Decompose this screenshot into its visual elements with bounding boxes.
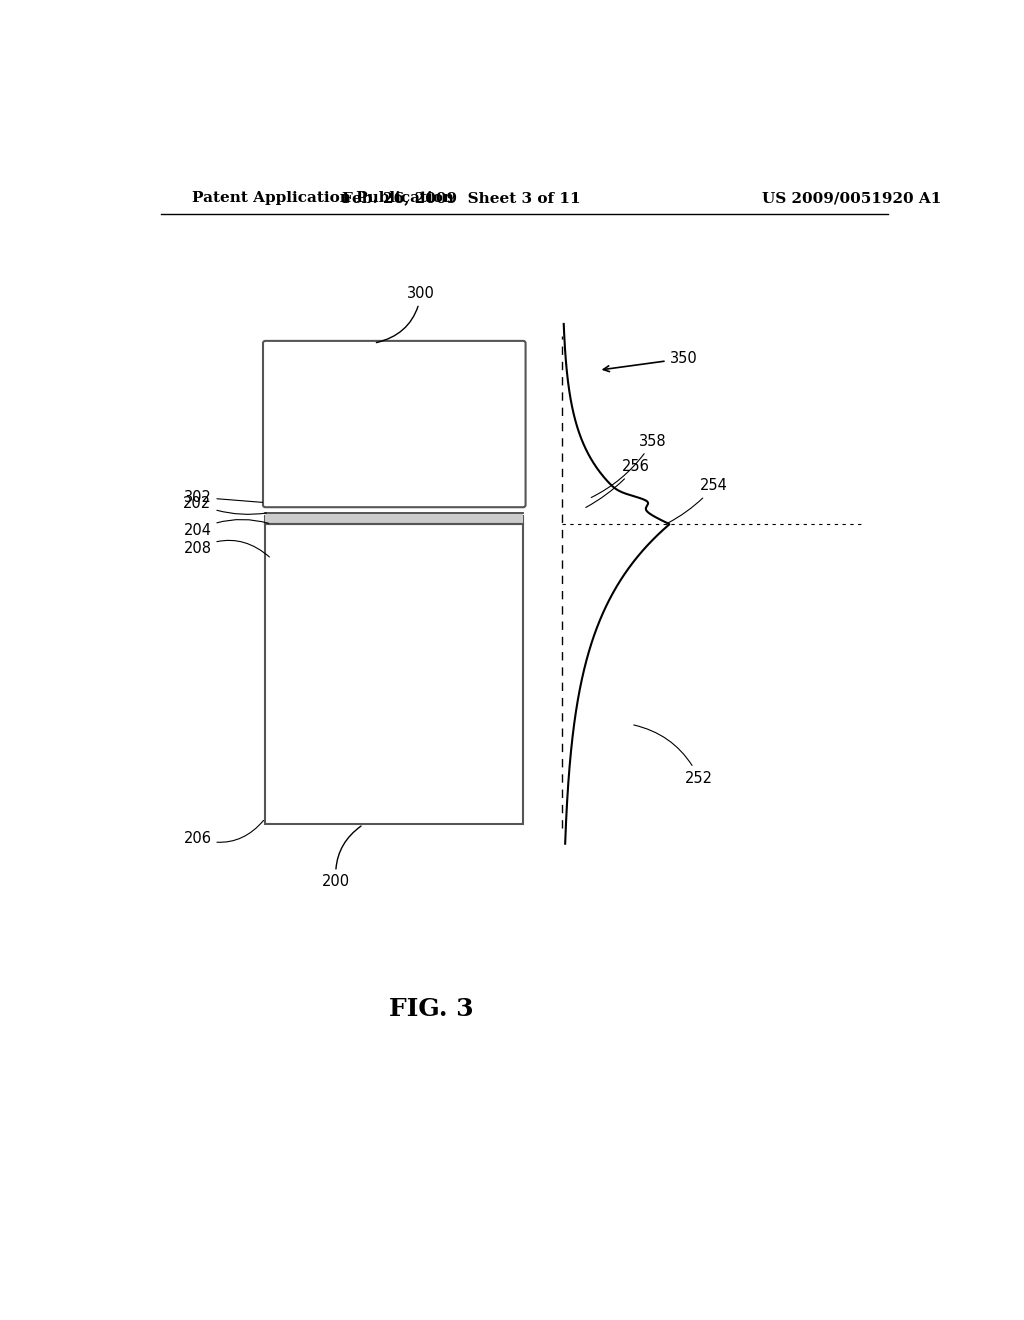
Text: 206: 206 bbox=[183, 821, 263, 846]
Text: 204: 204 bbox=[183, 520, 269, 537]
Text: Feb. 26, 2009  Sheet 3 of 11: Feb. 26, 2009 Sheet 3 of 11 bbox=[342, 191, 581, 206]
Text: 208: 208 bbox=[183, 540, 269, 557]
Text: 252: 252 bbox=[634, 725, 713, 785]
Text: Patent Application Publication: Patent Application Publication bbox=[193, 191, 455, 206]
Text: 302: 302 bbox=[183, 490, 262, 504]
Text: US 2009/0051920 A1: US 2009/0051920 A1 bbox=[762, 191, 941, 206]
Bar bbox=[265, 512, 523, 524]
Text: 200: 200 bbox=[323, 826, 361, 890]
FancyBboxPatch shape bbox=[263, 341, 525, 507]
Text: FIG. 3: FIG. 3 bbox=[388, 997, 473, 1022]
Text: 350: 350 bbox=[603, 351, 697, 372]
Text: 254: 254 bbox=[669, 478, 728, 523]
Text: 256: 256 bbox=[586, 459, 649, 507]
Bar bbox=[265, 516, 523, 825]
Text: 202: 202 bbox=[183, 496, 266, 515]
Text: 358: 358 bbox=[591, 434, 667, 498]
Text: 300: 300 bbox=[377, 286, 435, 343]
